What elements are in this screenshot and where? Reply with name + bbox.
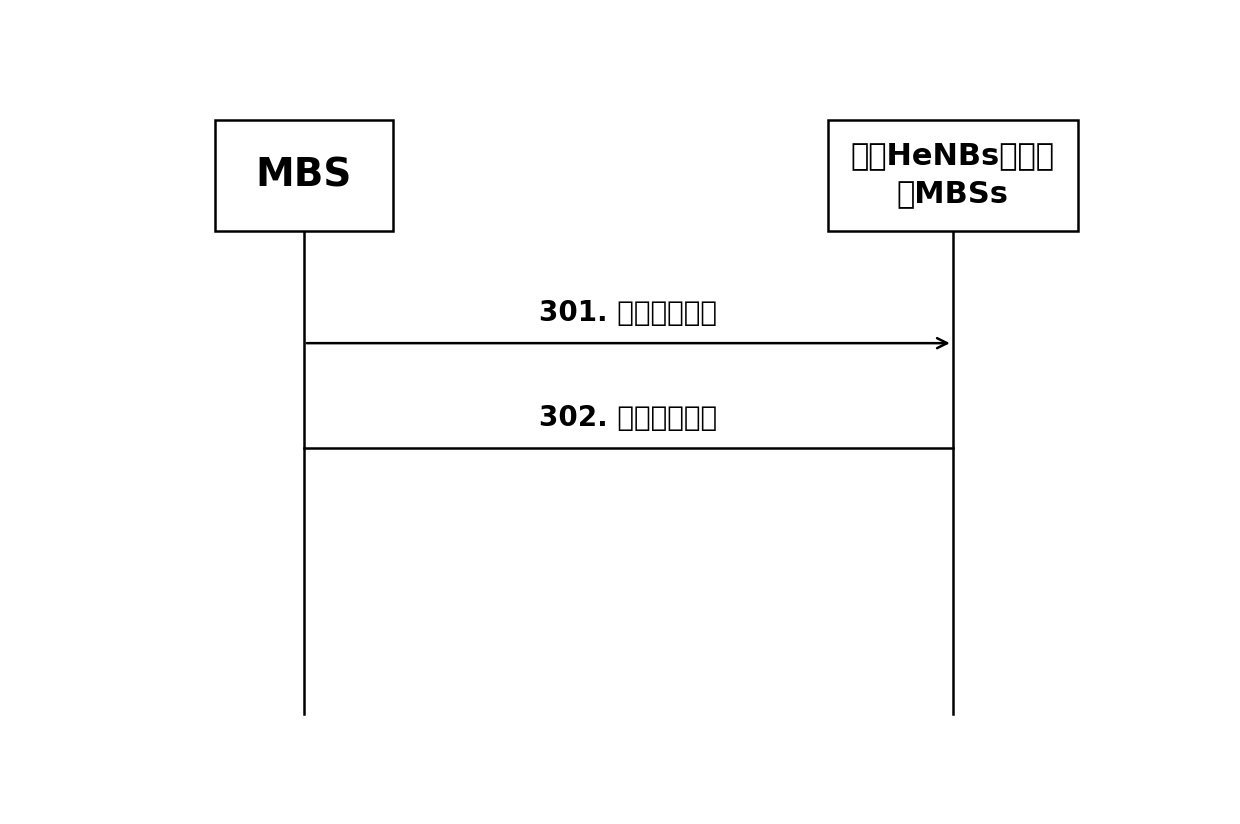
Text: 部分HeNBs以及相
邻MBSs: 部分HeNBs以及相 邻MBSs xyxy=(851,142,1055,208)
Text: 302. 状态报告消息: 302. 状态报告消息 xyxy=(539,404,718,432)
Text: MBS: MBS xyxy=(255,156,352,194)
Bar xyxy=(828,119,1078,231)
Bar xyxy=(215,119,393,231)
Text: 301. 状态请求消息: 301. 状态请求消息 xyxy=(539,299,717,327)
